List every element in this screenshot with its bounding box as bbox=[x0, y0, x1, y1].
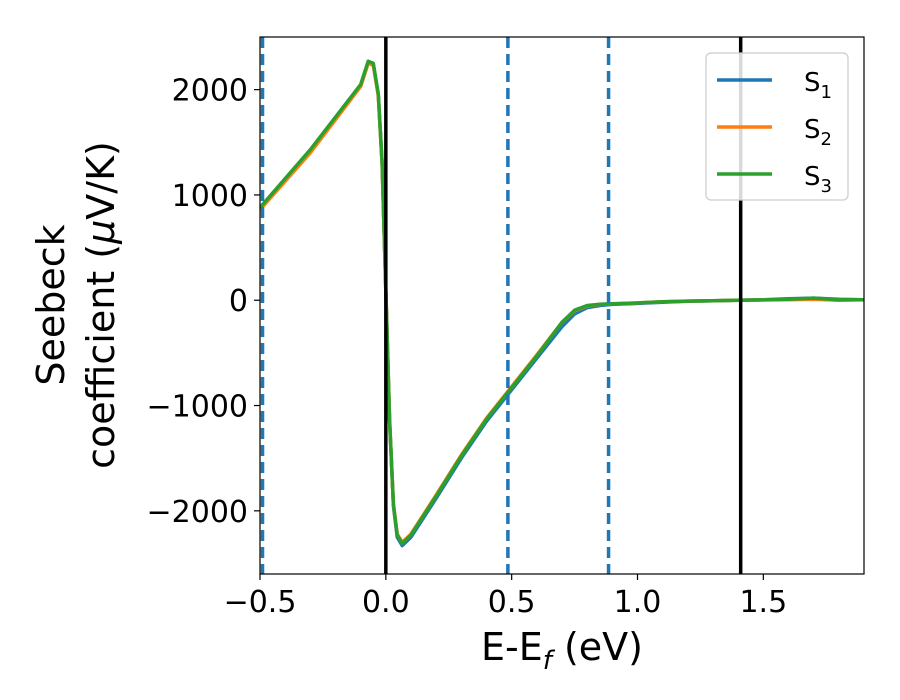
x-tick-label: 0.0 bbox=[362, 585, 410, 620]
y-tick-label: 2000 bbox=[172, 74, 248, 109]
y-tick-label: 0 bbox=[229, 284, 248, 319]
legend: S1 S2 S3 bbox=[705, 52, 849, 201]
axes: −0.5 0.0 0.5 1.0 1.5 −2000 −1000 0 1000 2000 bbox=[147, 36, 865, 620]
legend-label-s3: S3 bbox=[804, 162, 832, 197]
y-tick-label: −2000 bbox=[147, 495, 248, 530]
legend-box bbox=[705, 52, 849, 201]
plot-frame bbox=[259, 36, 865, 575]
y-tick-label: −1000 bbox=[147, 390, 248, 425]
x-tick-label: 1.0 bbox=[614, 585, 662, 620]
y-axis-label-line2: coefficient (μV/K) bbox=[79, 141, 123, 469]
x-tick-label: −0.5 bbox=[224, 585, 297, 620]
y-axis-label-line1: Seebeck bbox=[29, 224, 73, 385]
x-tick-label: 0.5 bbox=[488, 585, 536, 620]
y-tick-label: 1000 bbox=[172, 179, 248, 214]
x-tick-label: 1.5 bbox=[739, 585, 787, 620]
plot-area bbox=[260, 59, 864, 548]
x-axis-label: E-Ef (eV) bbox=[481, 625, 643, 676]
legend-label-s2: S2 bbox=[804, 115, 832, 150]
axis-labels: E-Ef (eV) Seebeck coefficient (μV/K) bbox=[29, 141, 643, 676]
series-line-s3 bbox=[260, 59, 864, 546]
legend-label-s1: S1 bbox=[804, 68, 832, 103]
